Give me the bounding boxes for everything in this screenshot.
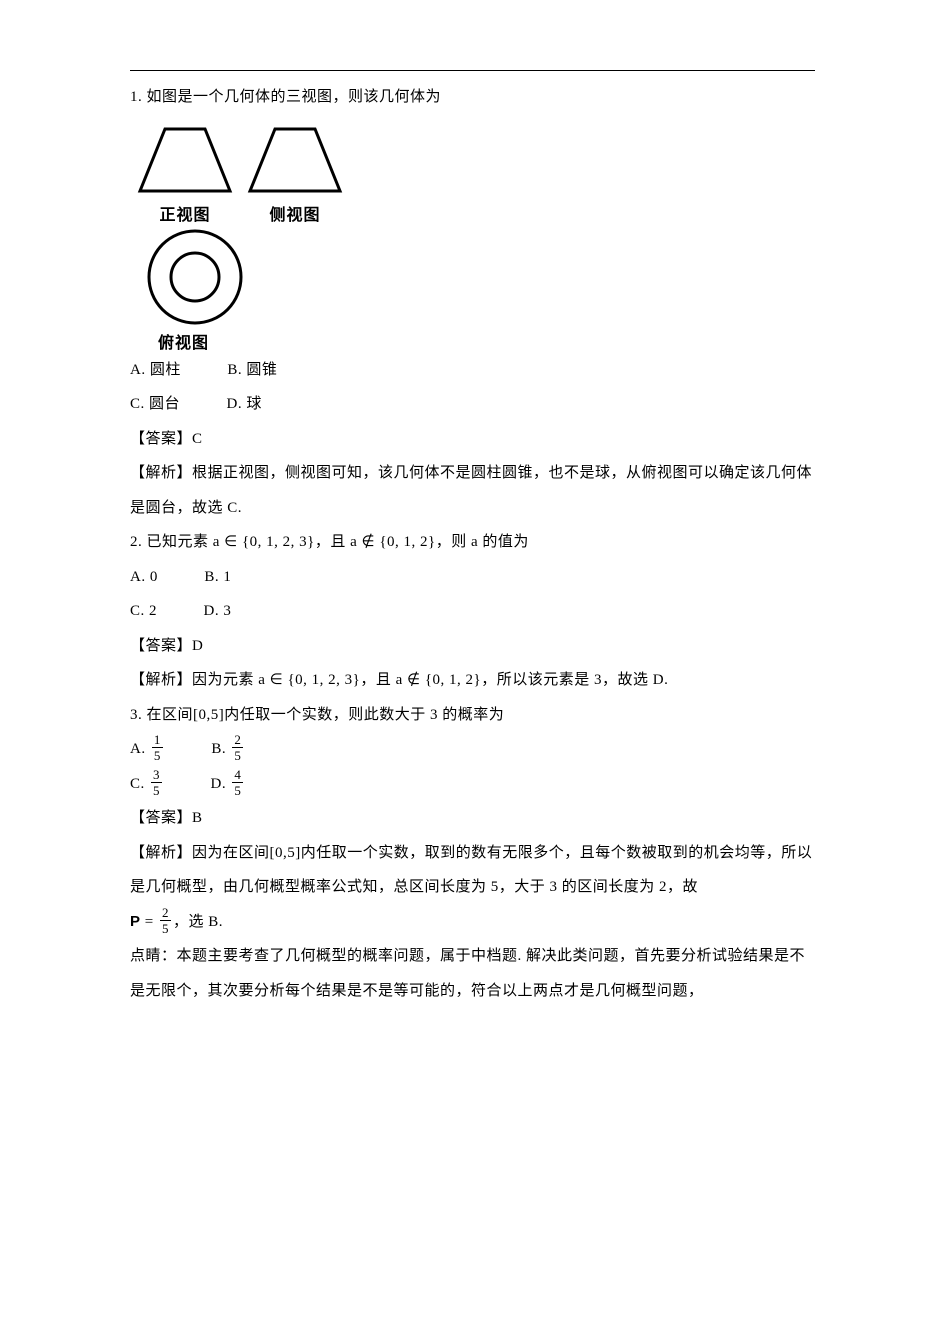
q1-options-row2: C. 圆台 D. 球: [130, 387, 815, 422]
q3-options-row1: A. 1 5 B. 2 5: [130, 732, 815, 767]
q2-options-row2: C. 2 D. 3: [130, 594, 815, 629]
q3-option-b-fraction: 2 5: [232, 733, 243, 762]
frac-num: 3: [151, 768, 162, 783]
q2-options-row1: A. 0 B. 1: [130, 560, 815, 595]
q2-answer: 【答案】D: [130, 629, 815, 664]
front-view-trapezoid: [130, 121, 240, 201]
frac-den: 5: [152, 748, 163, 762]
q2-option-a: A. 0: [130, 569, 158, 585]
q2-option-b: B. 1: [204, 569, 231, 585]
q3-option-c-prefix: C.: [130, 776, 149, 792]
q1-option-d: D. 球: [227, 396, 262, 412]
top-view-circles: [140, 227, 250, 327]
q3-result-fraction: 2 5: [160, 906, 171, 935]
header-rule: [130, 70, 815, 71]
q1-answer: 【答案】C: [130, 422, 815, 457]
q2-option-d: D. 3: [204, 603, 232, 619]
probability-symbol: P: [130, 913, 141, 930]
side-view-trapezoid: [240, 121, 350, 201]
frac-den: 5: [232, 748, 243, 762]
q3-option-b-prefix: B.: [211, 741, 230, 757]
frac-den: 5: [232, 783, 243, 797]
q3-solution-tail: ，选 B.: [173, 914, 223, 930]
q2-stem: 2. 已知元素 a ∈ {0, 1, 2, 3}，且 a ∉ {0, 1, 2}…: [130, 525, 815, 560]
side-view-label: 侧视图: [240, 201, 350, 225]
frac-den: 5: [160, 921, 171, 935]
q1-number: 1.: [130, 89, 142, 105]
q3-option-c-fraction: 3 5: [151, 768, 162, 797]
q3-option-a-prefix: A.: [130, 741, 150, 757]
frac-num: 4: [232, 768, 243, 783]
q2-solution: 【解析】因为元素 a ∈ {0, 1, 2, 3}，且 a ∉ {0, 1, 2…: [130, 663, 815, 698]
q1-text: 如图是一个几何体的三视图，则该几何体为: [147, 89, 442, 105]
q3-option-d-prefix: D.: [211, 776, 231, 792]
q3-solution-part1: 【解析】因为在区间[0,5]内任取一个实数，取到的数有无限多个，且每个数被取到的…: [130, 836, 815, 905]
q3-note: 点睛：本题主要考查了几何概型的概率问题，属于中档题. 解决此类问题，首先要分析试…: [130, 939, 815, 1008]
frac-num: 2: [232, 733, 243, 748]
q1-option-b: B. 圆锥: [227, 362, 277, 378]
frac-den: 5: [151, 783, 162, 797]
top-view-label: 俯视图: [158, 329, 815, 353]
q3-stem: 3. 在区间[0,5]内任取一个实数，则此数大于 3 的概率为: [130, 698, 815, 733]
q3-solution-formula: P = 2 5 ，选 B.: [130, 905, 815, 940]
q3-answer: 【答案】B: [130, 801, 815, 836]
frac-num: 1: [152, 733, 163, 748]
q1-options-row1: A. 圆柱 B. 圆锥: [130, 353, 815, 388]
q1-solution: 【解析】根据正视图，侧视图可知，该几何体不是圆柱圆锥，也不是球，从俯视图可以确定…: [130, 456, 815, 525]
front-view-label: 正视图: [130, 201, 240, 225]
equals-sign: =: [141, 914, 158, 930]
q3-options-row2: C. 3 5 D. 4 5: [130, 767, 815, 802]
q1-view-labels-row: 正视图 侧视图: [130, 201, 815, 225]
q3-option-d-fraction: 4 5: [232, 768, 243, 797]
q1-figure-views-row: [130, 121, 815, 201]
frac-num: 2: [160, 906, 171, 921]
page: 1. 如图是一个几何体的三视图，则该几何体为 正视图 侧视图 俯视图 A. 圆柱…: [0, 0, 945, 1068]
q2-option-c: C. 2: [130, 603, 157, 619]
q1-stem: 1. 如图是一个几何体的三视图，则该几何体为: [130, 80, 815, 115]
q1-option-a: A. 圆柱: [130, 362, 181, 378]
q3-option-a-fraction: 1 5: [152, 733, 163, 762]
q1-option-c: C. 圆台: [130, 396, 180, 412]
